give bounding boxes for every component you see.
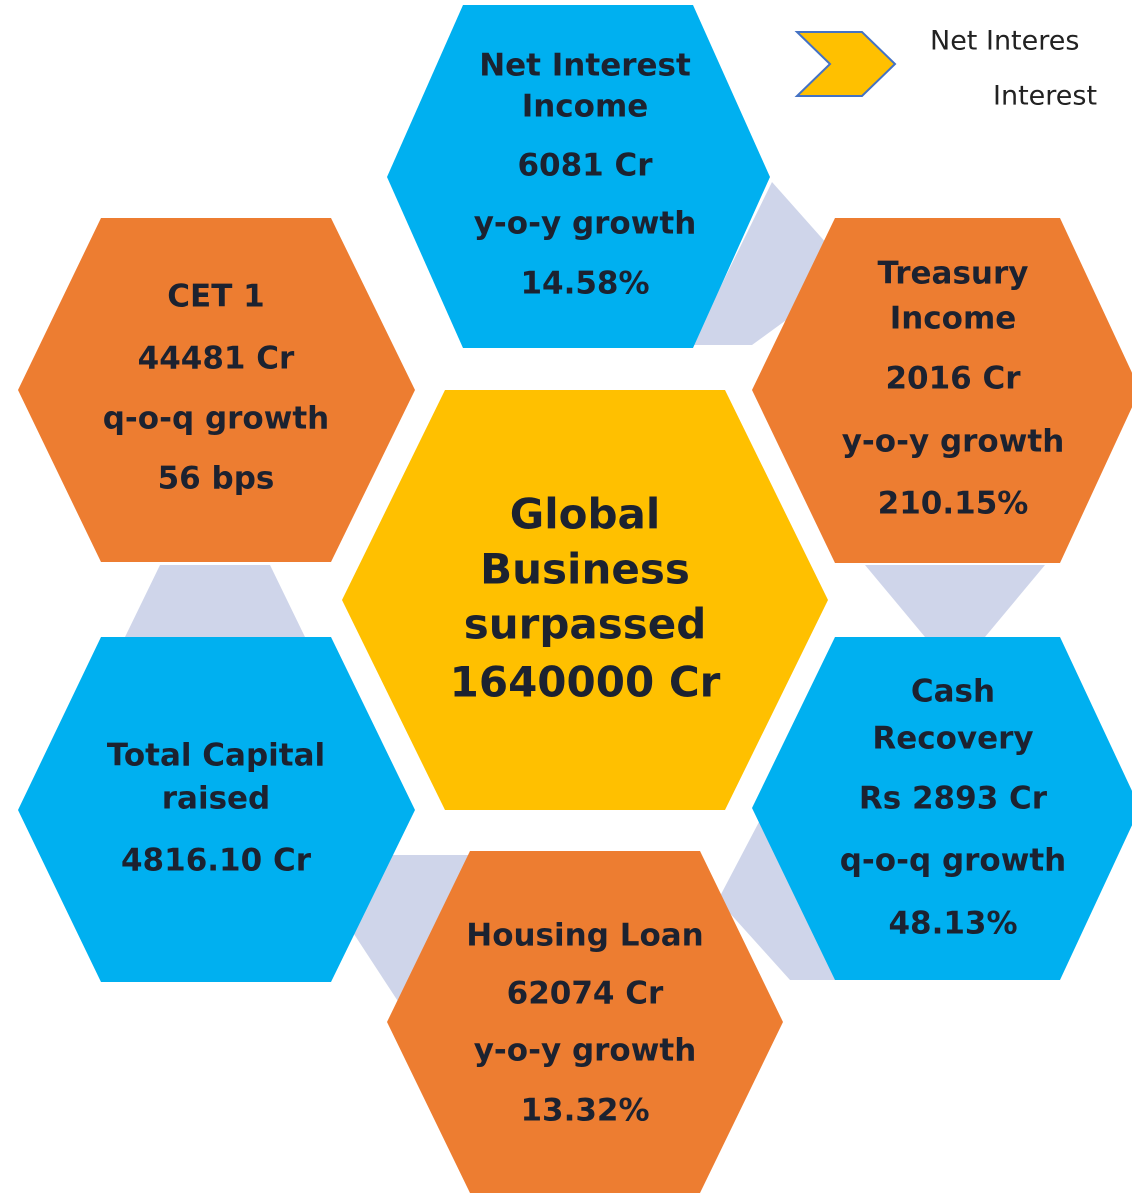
node-text: Total Capital	[107, 738, 325, 774]
connector	[718, 820, 842, 980]
node-text: 62074 Cr	[507, 976, 664, 1012]
node-text: 2016 Cr	[885, 361, 1021, 397]
connector	[125, 565, 305, 637]
node-text: 13.32%	[520, 1093, 649, 1129]
connector	[865, 565, 1045, 637]
center-text: 1640000 Cr	[450, 658, 721, 707]
note-text: Interest	[993, 81, 1097, 112]
center-text: Business	[480, 545, 690, 594]
node-text: 4816.10 Cr	[121, 843, 312, 879]
hexagon	[18, 637, 415, 982]
node-text: Housing Loan	[466, 918, 703, 954]
node-text: 6081 Cr	[517, 148, 653, 184]
node-text: Rs 2893 Cr	[859, 781, 1048, 817]
node-text: q-o-q growth	[103, 401, 330, 437]
node-text: q-o-q growth	[840, 843, 1067, 879]
node-text: 14.58%	[520, 266, 649, 302]
node-text: Treasury	[878, 256, 1029, 292]
node-text: y-o-y growth	[474, 206, 697, 242]
node-text: y-o-y growth	[842, 424, 1065, 460]
node-text: y-o-y growth	[474, 1033, 697, 1069]
node-text: 56 bps	[158, 461, 275, 497]
hexagon	[387, 5, 770, 348]
connector	[692, 182, 852, 345]
center-text: surpassed	[464, 600, 707, 649]
node-text: Net Interest	[479, 48, 691, 84]
hexagon	[18, 218, 415, 562]
hexagon	[387, 851, 783, 1193]
chevron-icon	[794, 31, 897, 97]
node-text: Income	[890, 301, 1017, 337]
node-text: raised	[162, 781, 271, 817]
center-text: Global	[510, 490, 661, 539]
node-text: CET 1	[167, 279, 264, 315]
node-text: Recovery	[872, 721, 1033, 757]
hexagon	[342, 390, 828, 810]
hexagon	[752, 218, 1132, 563]
node-text: Income	[522, 89, 649, 125]
node-text: Cash	[911, 674, 995, 710]
hexagon	[752, 637, 1132, 980]
node-text: 210.15%	[878, 486, 1029, 522]
note-text: Net Interes	[930, 26, 1079, 57]
node-text: 48.13%	[888, 906, 1017, 942]
node-text: 44481 Cr	[138, 341, 295, 377]
